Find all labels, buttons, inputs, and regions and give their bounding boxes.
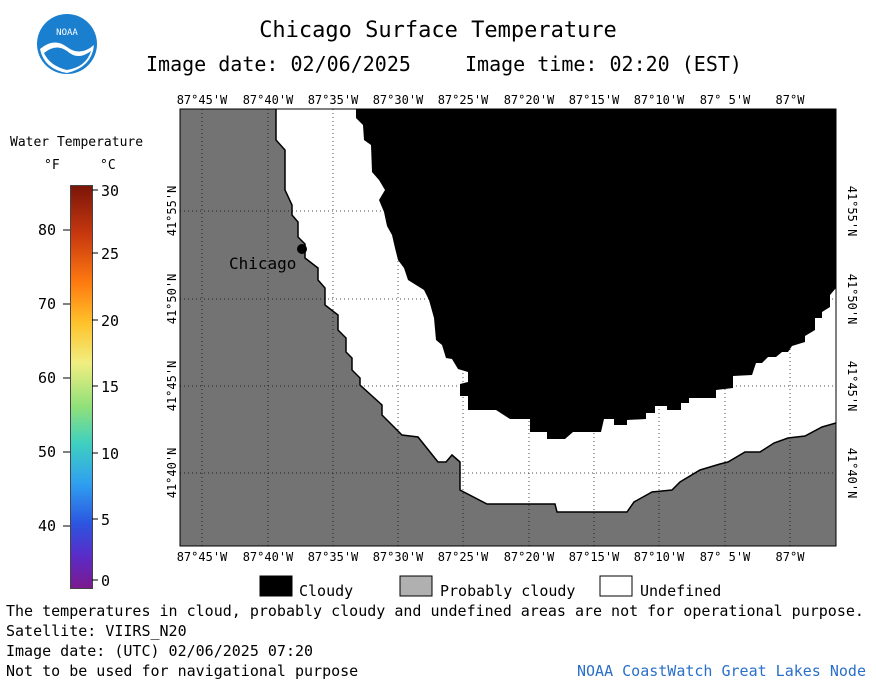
lon-label-bottom: 87°35'W: [308, 550, 359, 564]
unit-fahrenheit: °F: [44, 158, 60, 173]
colorbar-title: Water Temperature: [10, 135, 144, 150]
city-label: Chicago: [229, 254, 296, 273]
legend-swatch-probably-cloudy: [399, 575, 433, 597]
unit-celsius: °C: [100, 158, 116, 173]
legend-swatch-cloudy: [259, 575, 293, 597]
satellite: Satellite: VIIRS_N20: [6, 622, 187, 640]
f-tick: 40: [38, 517, 56, 535]
cloud-region: [356, 109, 836, 439]
image-time: Image time: 02:20 (EST): [465, 52, 742, 76]
f-tick: 80: [38, 221, 56, 239]
lon-label-bottom: 87°10'W: [634, 550, 685, 564]
lon-label-top: 87°30'W: [373, 93, 424, 107]
lon-label-bottom: 87°20'W: [504, 550, 555, 564]
lon-label-top: 87°40'W: [243, 93, 294, 107]
legend-label-undefined: Undefined: [640, 582, 721, 600]
node-link[interactable]: NOAA CoastWatch Great Lakes Node: [577, 662, 866, 680]
f-tick: 50: [38, 443, 56, 461]
noaa-logo: NOAA: [37, 14, 97, 74]
utc-date: Image date: (UTC) 02/06/2025 07:20: [6, 642, 314, 660]
c-tick: 5: [101, 511, 110, 529]
lon-label-top: 87°25'W: [438, 93, 489, 107]
lon-label-top: 87° 5'W: [700, 93, 751, 107]
c-tick: 10: [101, 445, 119, 463]
c-tick: 0: [101, 572, 110, 590]
lon-label-bottom: 87°W: [776, 550, 806, 564]
c-tick: 30: [101, 182, 119, 200]
lon-label-bottom: 87° 5'W: [700, 550, 751, 564]
lon-label-top: 87°45'W: [177, 93, 228, 107]
image-date: Image date: 02/06/2025: [146, 52, 411, 76]
lat-label-right: 41°55'N: [845, 186, 859, 237]
lon-label-bottom: 87°30'W: [373, 550, 424, 564]
nav-warning: Not to be used for navigational purpose: [6, 662, 359, 680]
lat-label-right: 41°45'N: [845, 361, 859, 412]
lat-label-left: 41°40'N: [165, 448, 179, 499]
chicago-marker: [297, 244, 307, 254]
lat-label-left: 41°50'N: [165, 274, 179, 325]
lat-label-left: 41°45'N: [165, 361, 179, 412]
c-tick: 15: [101, 378, 119, 396]
lon-label-top: 87°W: [776, 93, 806, 107]
logo-text: NOAA: [56, 28, 78, 38]
lon-label-top: 87°15'W: [569, 93, 620, 107]
lat-label-left: 41°55'N: [165, 186, 179, 237]
lon-label-bottom: 87°25'W: [438, 550, 489, 564]
f-tick: 70: [38, 295, 56, 313]
lat-label-right: 41°40'N: [845, 448, 859, 499]
disclaimer: The temperatures in cloud, probably clou…: [6, 602, 864, 620]
legend-label-cloudy: Cloudy: [299, 582, 353, 600]
lon-label-bottom: 87°15'W: [569, 550, 620, 564]
colorbar: [70, 185, 93, 589]
map: Chicago 87°45'W 87°40'W 87°35'W 87°30'W …: [165, 93, 859, 600]
land-region: [180, 109, 836, 546]
c-tick: 25: [101, 245, 119, 263]
f-tick: 60: [38, 369, 56, 387]
legend-swatch-undefined: [599, 575, 633, 597]
lon-label-bottom: 87°40'W: [243, 550, 294, 564]
lon-label-bottom: 87°45'W: [177, 550, 228, 564]
colorbar-ticks: 80 70 60 50 40 30 25 20 15 10 5 0: [38, 182, 119, 590]
page-title: Chicago Surface Temperature: [259, 18, 617, 43]
legend-label-probably-cloudy: Probably cloudy: [440, 582, 575, 600]
lon-label-top: 87°35'W: [308, 93, 359, 107]
lat-label-right: 41°50'N: [845, 274, 859, 325]
lon-label-top: 87°10'W: [634, 93, 685, 107]
lon-label-top: 87°20'W: [504, 93, 555, 107]
c-tick: 20: [101, 312, 119, 330]
